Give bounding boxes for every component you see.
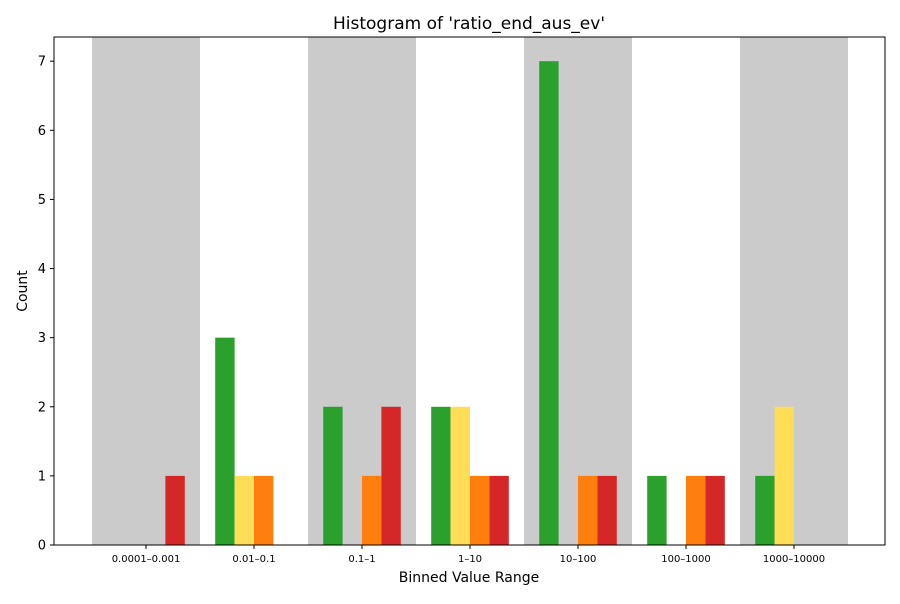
x-tick-label: 1000–10000 (763, 554, 825, 565)
y-tick-label: 5 (38, 193, 46, 208)
bar-3-2 (470, 475, 490, 545)
x-tick-label: 100–1000 (661, 554, 711, 565)
bar-2-3 (381, 406, 401, 545)
bar-0-3 (165, 475, 185, 545)
bar-3-3 (489, 475, 509, 545)
bar-3-0 (431, 406, 451, 545)
bar-1-1 (234, 475, 254, 545)
y-tick-label: 4 (38, 262, 46, 277)
y-tick-label: 2 (38, 400, 46, 415)
bar-6-1 (774, 406, 794, 545)
y-axis-ticks: 0 1 2 3 4 5 6 7 (38, 55, 54, 554)
bar-1-2 (254, 475, 274, 545)
bar-1-0 (215, 337, 235, 545)
bin-shade-0 (92, 37, 200, 545)
x-tick-label: 0.01–0.1 (232, 554, 275, 565)
y-tick-label: 3 (38, 331, 46, 346)
bar-5-3 (705, 475, 725, 545)
bar-4-3 (597, 475, 617, 545)
bars-layer (165, 61, 794, 545)
bar-5-0 (647, 475, 667, 545)
y-tick-label: 0 (38, 539, 46, 554)
x-tick-label: 0.1–1 (348, 554, 375, 565)
bar-2-2 (362, 475, 382, 545)
y-tick-label: 7 (38, 55, 46, 70)
bar-4-0 (539, 61, 559, 545)
y-axis-label: Count (15, 270, 31, 312)
bar-2-0 (323, 406, 343, 545)
x-tick-label: 0.0001–0.001 (112, 554, 181, 565)
bar-3-1 (450, 406, 470, 545)
bar-6-0 (755, 475, 775, 545)
y-tick-label: 6 (38, 124, 46, 139)
chart-title: Histogram of 'ratio_end_aus_ev' (333, 14, 605, 34)
y-tick-label: 1 (38, 469, 46, 484)
x-axis-label: Binned Value Range (399, 570, 539, 586)
x-tick-label: 1–10 (458, 554, 482, 565)
x-tick-label: 10–100 (560, 554, 597, 565)
bar-4-2 (578, 475, 598, 545)
bin-shading-layer (92, 37, 848, 545)
x-axis-ticks: 0.0001–0.001 0.01–0.1 0.1–1 1–10 10–100 100–1… (112, 545, 825, 565)
bar-5-2 (686, 475, 706, 545)
